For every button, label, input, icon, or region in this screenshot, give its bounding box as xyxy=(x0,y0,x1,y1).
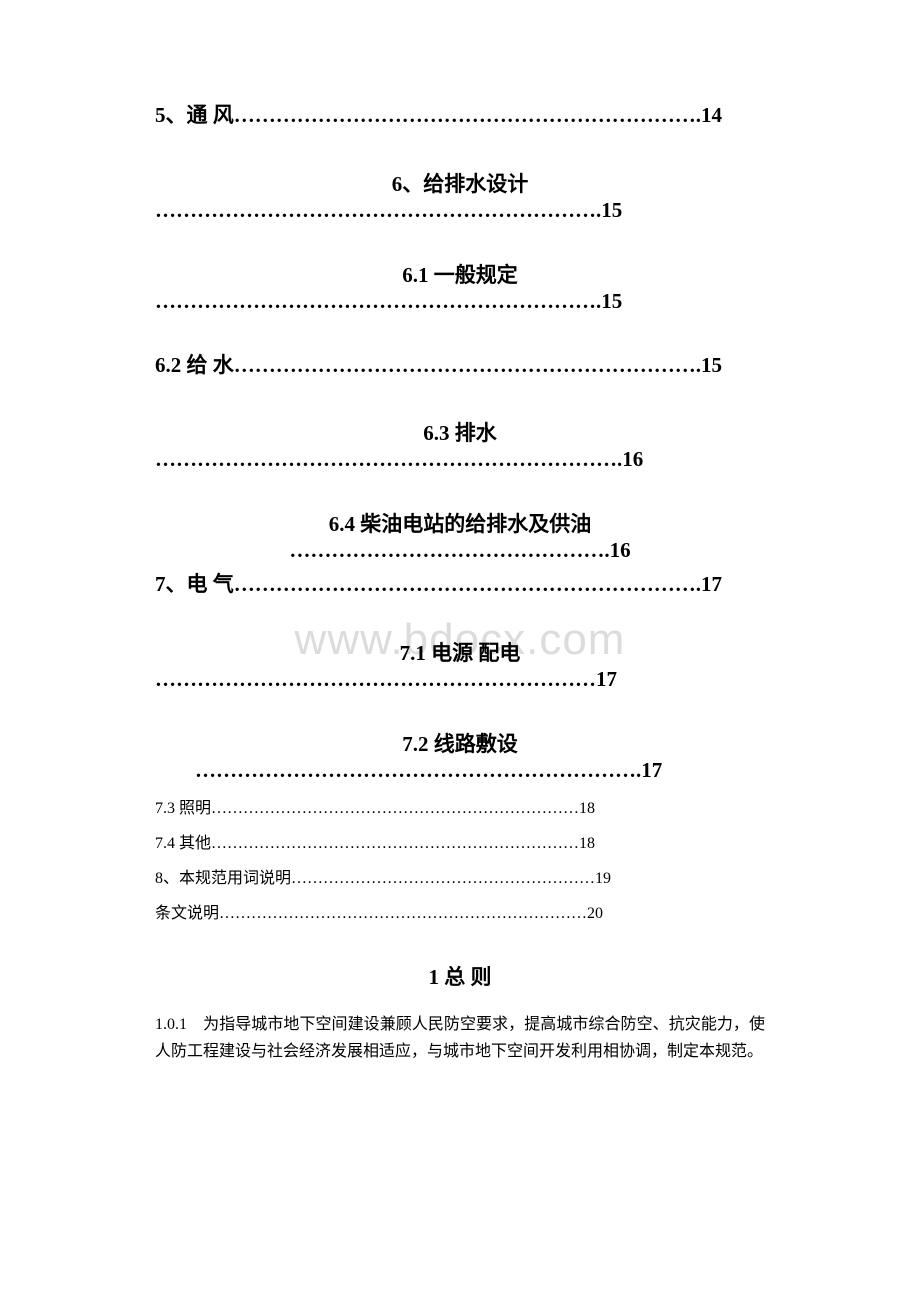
toc-label: 5、通 风 xyxy=(155,103,234,127)
toc-entry-notes: 条文说明……………………………………………………………20 xyxy=(155,896,765,931)
toc-dots: ……………………………………………………….15 xyxy=(155,289,765,314)
toc-label: 8、本规范用词说明 xyxy=(155,870,291,887)
section-heading: 1 总 则 xyxy=(155,961,765,991)
toc-dots: ……………………………………………………………20 xyxy=(219,905,603,922)
toc-label: 6.2 给 水 xyxy=(155,353,234,377)
toc-title: 6、给排水设计 xyxy=(155,168,765,198)
toc-dots: ……………………………………………………….17 xyxy=(155,758,765,783)
toc-dots: ………………………………………………………….17 xyxy=(234,572,722,596)
toc-label: 7.4 其他 xyxy=(155,835,211,852)
toc-entry-6-4: 6.4 柴油电站的给排水及供油 ……………………………………….16 xyxy=(155,508,765,563)
toc-entry-6-3: 6.3 排水 ………………………………………………………….16 xyxy=(155,417,765,472)
toc-title: 6.4 柴油电站的给排水及供油 xyxy=(155,508,765,538)
toc-label: 7.3 照明 xyxy=(155,800,211,817)
toc-entry-6-2: 6.2 给 水………………………………………………………….15 xyxy=(155,350,765,382)
toc-title: 7.2 线路敷设 xyxy=(155,728,765,758)
toc-label: 7、电 气 xyxy=(155,572,234,596)
toc-dots: ……………………………………………………….15 xyxy=(155,198,765,223)
toc-entry-7: 7、电 气………………………………………………………….17 xyxy=(155,569,765,601)
toc-title: 6.3 排水 xyxy=(155,417,765,447)
toc-dots: ………………………………………………………….14 xyxy=(234,103,722,127)
toc-entry-6: 6、给排水设计 ……………………………………………………….15 xyxy=(155,168,765,223)
toc-dots: ………………………………………………………17 xyxy=(155,667,765,692)
toc-entry-6-1: 6.1 一般规定 ……………………………………………………….15 xyxy=(155,259,765,314)
document-page: 5、通 风………………………………………………………….14 6、给排水设计 …… xyxy=(0,0,920,1126)
toc-entry-7-4: 7.4 其他……………………………………………………………18 xyxy=(155,826,765,861)
toc-label: 条文说明 xyxy=(155,905,219,922)
toc-dots: …………………………………………………19 xyxy=(291,870,611,887)
toc-dots: ……………………………………………………………18 xyxy=(211,835,595,852)
toc-dots: ………………………………………………………….16 xyxy=(155,447,765,472)
toc-entry-8: 8、本规范用词说明…………………………………………………19 xyxy=(155,861,765,896)
toc-entry-7-3: 7.3 照明……………………………………………………………18 xyxy=(155,791,765,826)
toc-entry-5: 5、通 风………………………………………………………….14 xyxy=(155,100,765,132)
body-paragraph: 1.0.1 为指导城市地下空间建设兼顾人民防空要求，提高城市综合防空、抗灾能力，… xyxy=(155,1011,765,1065)
toc-dots: ……………………………………………………………18 xyxy=(211,800,595,817)
toc-dots: ……………………………………….16 xyxy=(155,538,765,563)
toc-entry-7-2: 7.2 线路敷设 ……………………………………………………….17 xyxy=(155,728,765,783)
toc-dots: ………………………………………………………….15 xyxy=(234,353,722,377)
toc-title: 6.1 一般规定 xyxy=(155,259,765,289)
toc-title: 7.1 电源 配电 xyxy=(155,637,765,667)
toc-entry-7-1: 7.1 电源 配电 ………………………………………………………17 xyxy=(155,637,765,692)
